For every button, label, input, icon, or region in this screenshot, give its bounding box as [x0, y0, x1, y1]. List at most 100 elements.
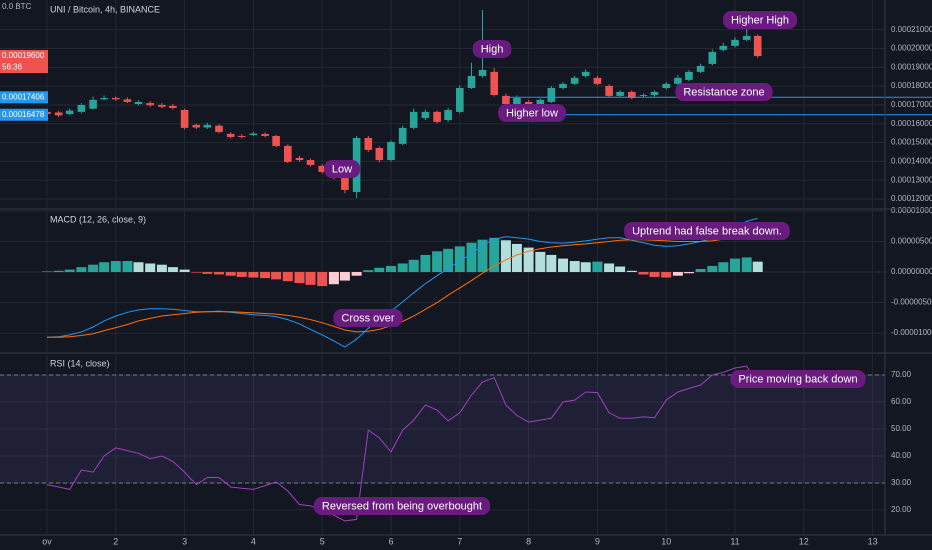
histogram-bar: [432, 251, 443, 273]
histogram-bar: [443, 248, 454, 273]
histogram-bar: [167, 267, 178, 273]
price-line-label: 0.00016478: [2, 110, 45, 119]
candle-body: [146, 103, 154, 106]
annotation-text: Resistance zone: [683, 86, 764, 98]
histogram-bar: [661, 272, 672, 278]
histogram-bar: [408, 259, 419, 273]
y-tick-label: 0.00014000: [891, 156, 932, 165]
y-tick-label: 50.00: [891, 424, 912, 433]
candle-body: [192, 124, 201, 128]
macd-line: [46, 217, 758, 348]
candle-body: [581, 71, 590, 76]
histogram-bar: [683, 272, 694, 274]
rsi-band: [0, 375, 885, 483]
candle-body: [318, 165, 326, 172]
candle-body: [662, 83, 671, 89]
candle-body: [444, 110, 452, 120]
candle-body: [387, 141, 395, 161]
annotation-bubble: [722, 11, 798, 29]
histogram-bar: [386, 265, 397, 273]
grid-layer: [0, 0, 885, 535]
histogram-bar: [741, 257, 752, 273]
annotation-bubble: [498, 104, 566, 122]
histogram-bar: [718, 262, 729, 273]
candle-body: [674, 77, 682, 84]
histogram-bar: [317, 272, 328, 287]
annotation-text: Uptrend had false break down.: [632, 225, 782, 237]
annotation-text: High: [481, 43, 504, 55]
y-tick-label: 70.00: [891, 370, 912, 379]
annotation: Resistance zone: [675, 83, 773, 101]
histogram-bar: [489, 237, 500, 273]
x-tick-label: 9: [595, 536, 600, 546]
histogram-bar: [110, 261, 121, 273]
histogram-bar: [707, 265, 718, 273]
x-tick-label: 8: [526, 536, 531, 546]
y-tick-label: 0.00019000: [891, 62, 932, 71]
candle-body: [650, 91, 659, 95]
y-tick-label: 20.00: [891, 505, 912, 514]
candle-body: [77, 104, 86, 112]
candle-body: [215, 125, 223, 133]
candle-body: [513, 97, 521, 104]
histogram-bar: [363, 270, 374, 273]
histogram-bar: [191, 272, 202, 273]
annotation-bubble: [730, 370, 866, 388]
candle-body: [467, 75, 476, 89]
histogram-bar: [638, 272, 649, 275]
histogram-bar: [213, 272, 224, 275]
candle-body: [433, 111, 441, 122]
histogram-bar: [339, 272, 350, 281]
price-line-label-bg: [0, 108, 48, 121]
annotation-text: Cross over: [341, 312, 395, 324]
candle-body: [605, 85, 613, 96]
y-tick-label: 30.00: [891, 478, 912, 487]
histogram-bar: [351, 272, 362, 276]
y-tick-label: 40.00: [891, 451, 912, 460]
histogram-bar: [626, 270, 637, 273]
histogram-bar: [145, 263, 156, 273]
countdown-bg: [0, 62, 48, 74]
annotation-bubble: [323, 160, 361, 178]
pane-title: RSI (14, close): [50, 358, 110, 368]
candle-body: [685, 71, 693, 80]
annotation-bubble: [675, 83, 773, 101]
y-tick-label: -0.00000500: [891, 298, 932, 307]
y-tick-label: 0.00000000: [891, 267, 932, 276]
x-tick-label: ov: [42, 536, 52, 546]
histogram-bar: [156, 264, 167, 273]
histogram-bar: [99, 262, 110, 273]
histogram-bar: [282, 272, 293, 282]
candle-body: [272, 135, 280, 146]
candle-body: [536, 99, 545, 106]
countdown-label: 56:36: [2, 63, 23, 72]
histogram-bar: [397, 263, 408, 273]
histogram-bar: [546, 254, 557, 273]
candle-body: [180, 110, 189, 128]
histogram-bar: [535, 251, 546, 273]
histogram-bar: [202, 272, 213, 274]
pane-title: MACD (12, 26, close, 9): [50, 214, 146, 224]
candle-body: [616, 91, 624, 96]
candle-body: [456, 88, 464, 112]
candle-body: [502, 95, 510, 104]
candle-body: [89, 99, 97, 109]
annotation-bubble: [624, 222, 790, 240]
annotation: Low: [323, 160, 361, 178]
candle-body: [364, 138, 373, 150]
histogram-bar: [580, 262, 591, 273]
histogram-bar: [592, 261, 603, 273]
histogram-bar: [466, 242, 477, 273]
y-tick-label: 0.00021000: [891, 25, 932, 34]
price-line-label-bg: [0, 91, 48, 104]
histogram-bar: [511, 243, 522, 273]
annotation: Uptrend had false break down.: [624, 222, 790, 240]
histogram-bar: [420, 254, 431, 273]
histogram-bar: [248, 272, 259, 278]
candle-body: [559, 83, 567, 89]
y-tick-label: 0.00015000: [891, 138, 932, 147]
histogram-bar: [294, 272, 305, 284]
histogram-bar: [236, 272, 247, 277]
candle-body: [226, 133, 235, 137]
